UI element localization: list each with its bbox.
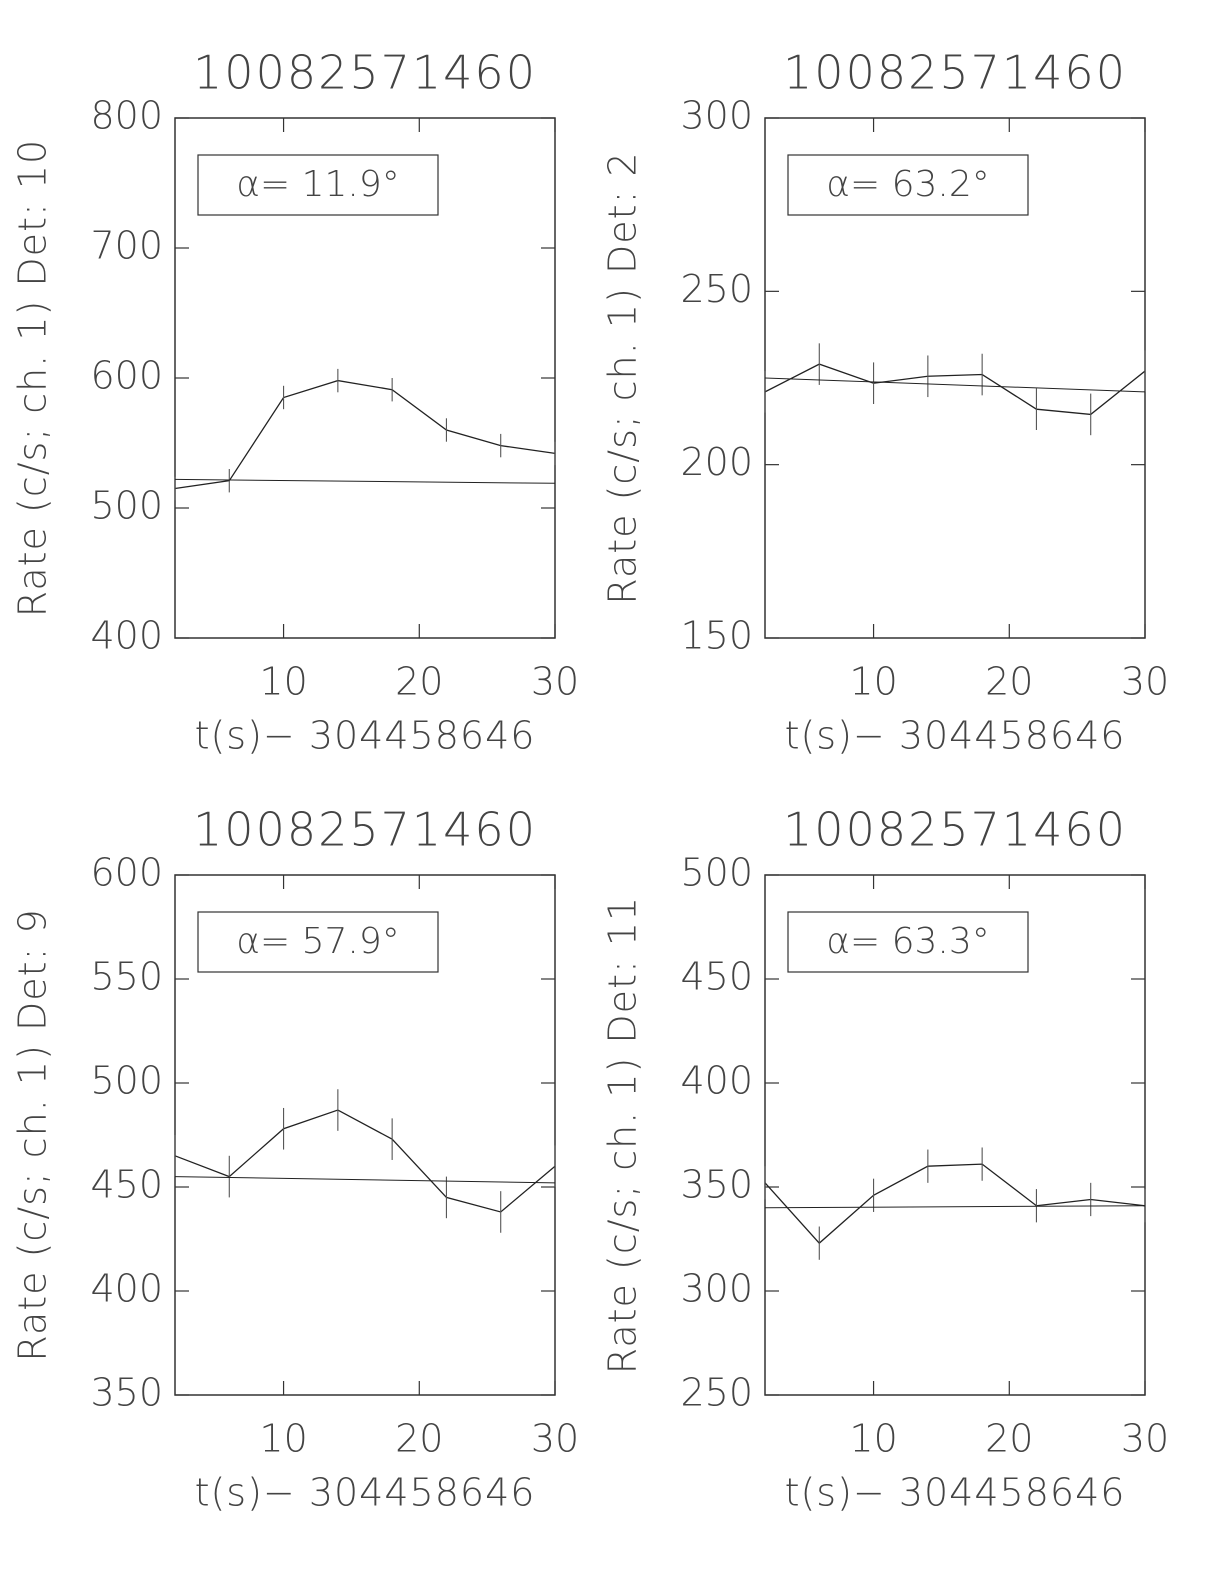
x-tick-label: 10	[849, 660, 897, 704]
y-tick-label: 250	[680, 1371, 753, 1415]
y-tick-label: 350	[90, 1371, 163, 1415]
y-tick-label: 800	[90, 94, 163, 138]
y-axis-label: Rate (c/s; ch. 1) Det: 10	[11, 139, 55, 617]
x-tick-label: 20	[985, 660, 1033, 704]
chart-title: 10082571460	[193, 803, 537, 857]
x-tick-label: 10	[259, 1417, 307, 1461]
y-tick-label: 400	[680, 1059, 753, 1103]
annotation-box	[197, 911, 439, 973]
y-tick-label: 500	[90, 484, 163, 528]
y-tick-label: 450	[680, 955, 753, 999]
y-axis-label: Rate (c/s; ch. 1) Det: 2	[601, 151, 645, 604]
y-axis-label: Rate (c/s; ch. 1) Det: 9	[11, 908, 55, 1361]
annotation-box	[197, 154, 439, 216]
x-axis-label: t(s)− 304458646	[195, 714, 536, 758]
x-tick-label: 20	[985, 1417, 1033, 1461]
y-axis-label: Rate (c/s; ch. 1) Det: 11	[601, 896, 645, 1374]
x-tick-label: 10	[259, 660, 307, 704]
chart-title: 10082571460	[783, 46, 1127, 100]
annotation-box	[787, 154, 1029, 216]
chart-title: 10082571460	[783, 803, 1127, 857]
data-line	[174, 1109, 556, 1213]
x-tick-label: 20	[395, 1417, 443, 1461]
annotation: α= 63.2°	[826, 164, 990, 205]
annotation: α= 63.3°	[826, 921, 990, 962]
fit-line	[764, 377, 1146, 393]
fit-line	[174, 478, 556, 484]
x-tick-label: 20	[395, 660, 443, 704]
fit-line	[764, 1205, 1146, 1209]
fit-line	[174, 1176, 556, 1184]
y-tick-label: 300	[680, 94, 753, 138]
y-tick-label: 300	[680, 1267, 753, 1311]
plot-frame	[764, 874, 1146, 1396]
x-axis-label: t(s)− 304458646	[785, 1471, 1126, 1515]
y-tick-label: 150	[680, 614, 753, 658]
x-tick-label: 10	[849, 1417, 897, 1461]
x-tick-label: 30	[531, 1417, 579, 1461]
y-tick-label: 500	[680, 851, 753, 895]
y-tick-label: 400	[90, 1267, 163, 1311]
y-tick-label: 700	[90, 224, 163, 268]
y-tick-label: 600	[90, 851, 163, 895]
annotation: α= 11.9°	[236, 164, 400, 205]
chart-title: 10082571460	[193, 46, 537, 100]
x-axis-label: t(s)− 304458646	[195, 1471, 536, 1515]
y-tick-label: 500	[90, 1059, 163, 1103]
y-tick-label: 250	[680, 267, 753, 311]
y-tick-label: 550	[90, 955, 163, 999]
y-tick-label: 350	[680, 1163, 753, 1207]
x-tick-label: 30	[531, 660, 579, 704]
annotation: α= 57.9°	[236, 921, 400, 962]
y-tick-label: 400	[90, 614, 163, 658]
x-tick-label: 30	[1121, 1417, 1169, 1461]
x-tick-label: 30	[1121, 660, 1169, 704]
y-tick-label: 200	[680, 440, 753, 484]
data-line	[764, 363, 1146, 416]
y-tick-label: 600	[90, 354, 163, 398]
y-tick-label: 450	[90, 1163, 163, 1207]
x-axis-label: t(s)− 304458646	[785, 714, 1126, 758]
data-line	[764, 1163, 1146, 1245]
annotation-box	[787, 911, 1029, 973]
data-line	[174, 379, 556, 490]
